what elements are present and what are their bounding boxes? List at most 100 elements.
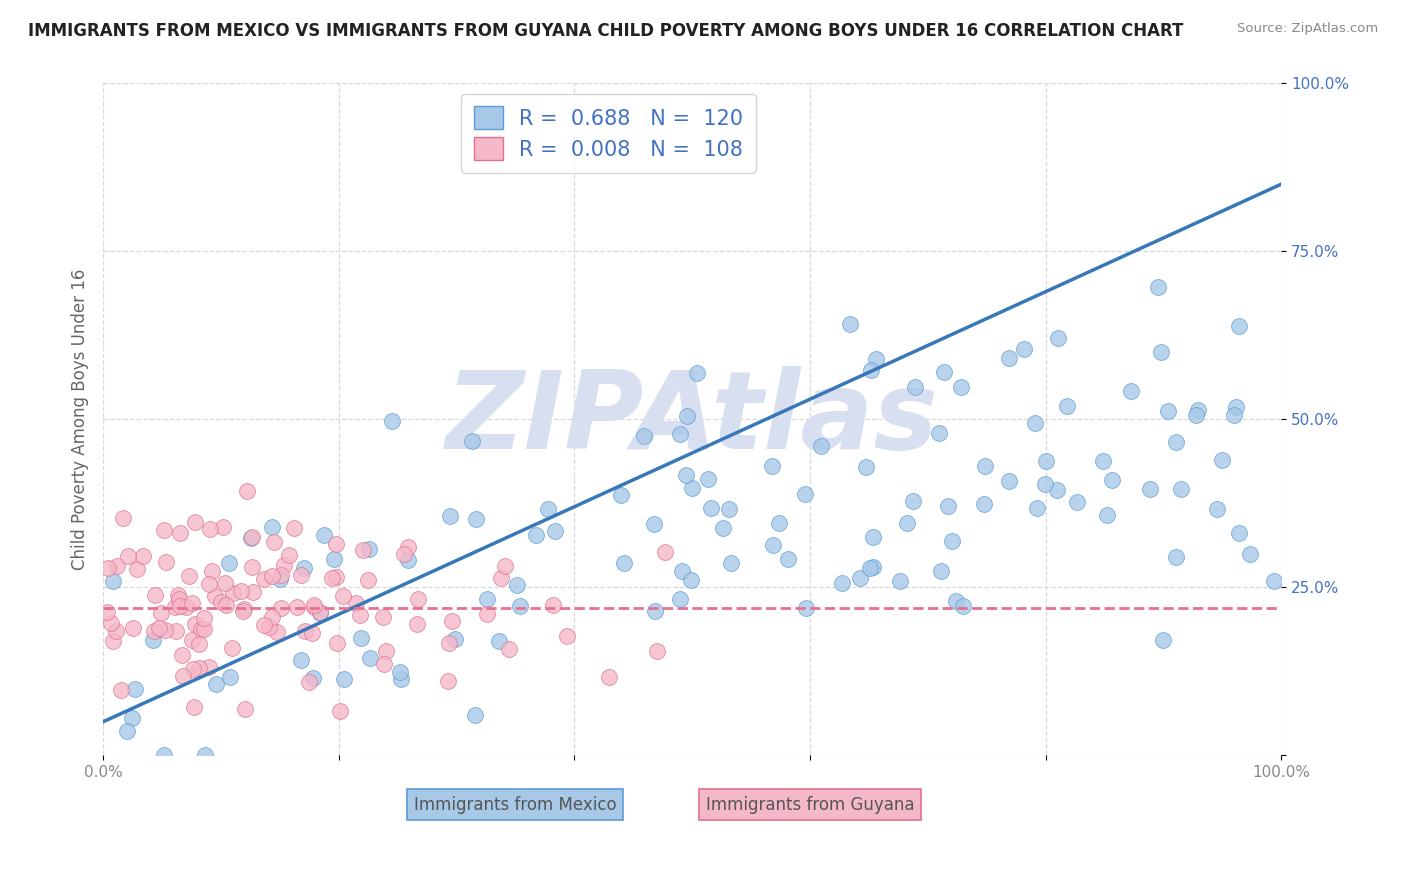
Point: [253, 618, 276, 632]
Point: [222, 585, 245, 599]
Point: [643, 517, 665, 532]
Point: [831, 575, 853, 590]
Point: [266, 624, 288, 639]
Point: [679, 574, 702, 588]
Point: [1146, 280, 1168, 294]
Point: [406, 591, 429, 606]
Point: [494, 558, 516, 573]
Point: [242, 585, 264, 599]
Point: [232, 604, 254, 618]
Point: [169, 599, 191, 613]
Point: [862, 560, 884, 574]
Point: [396, 553, 419, 567]
Point: [328, 704, 350, 718]
Point: [810, 440, 832, 454]
Point: [849, 571, 872, 585]
Point: [294, 624, 316, 639]
Text: IMMIGRANTS FROM MEXICO VS IMMIGRANTS FROM GUYANA CHILD POVERTY AMONG BOYS UNDER : IMMIGRANTS FROM MEXICO VS IMMIGRANTS FRO…: [28, 22, 1184, 40]
Legend: R =  0.688   N =  120, R =  0.008   N =  108: R = 0.688 N = 120, R = 0.008 N = 108: [461, 94, 756, 173]
Point: [100, 615, 122, 630]
Point: [644, 604, 666, 618]
Point: [941, 534, 963, 549]
Point: [124, 682, 146, 697]
Point: [1150, 345, 1173, 359]
Point: [148, 621, 170, 635]
Point: [1091, 454, 1114, 468]
Point: [333, 672, 356, 686]
Point: [240, 530, 263, 544]
Point: [1166, 550, 1188, 565]
Point: [308, 606, 330, 620]
Point: [461, 434, 484, 448]
Point: [1139, 482, 1161, 496]
Point: [183, 700, 205, 714]
Point: [221, 640, 243, 655]
Point: [302, 671, 325, 685]
Point: [325, 570, 347, 584]
Point: [176, 600, 198, 615]
Point: [97, 561, 120, 575]
Point: [555, 629, 578, 643]
Point: [180, 632, 202, 647]
Point: [1157, 404, 1180, 418]
Point: [681, 481, 703, 495]
Point: [325, 536, 347, 550]
Point: [180, 597, 202, 611]
Point: [214, 598, 236, 612]
Point: [269, 572, 291, 586]
Point: [1024, 416, 1046, 430]
Point: [669, 592, 692, 607]
Point: [865, 351, 887, 366]
Point: [1035, 454, 1057, 468]
Point: [541, 598, 564, 612]
Point: [374, 644, 396, 658]
Point: [190, 623, 212, 637]
Point: [273, 558, 295, 573]
Point: [1066, 495, 1088, 509]
Point: [260, 519, 283, 533]
Point: [439, 508, 461, 523]
Point: [904, 380, 927, 394]
Text: Immigrants from Guyana: Immigrants from Guyana: [706, 796, 914, 814]
Point: [405, 616, 427, 631]
Point: [298, 674, 321, 689]
Point: [859, 561, 882, 575]
Point: [198, 577, 221, 591]
Point: [187, 661, 209, 675]
Point: [610, 488, 633, 502]
Point: [444, 632, 467, 646]
Point: [950, 380, 973, 394]
Point: [153, 748, 176, 763]
Point: [1012, 342, 1035, 356]
Point: [1097, 508, 1119, 523]
Point: [675, 409, 697, 423]
Point: [172, 669, 194, 683]
Point: [181, 662, 204, 676]
Point: [212, 520, 235, 534]
Point: [357, 573, 380, 587]
Point: [232, 601, 254, 615]
Point: [862, 530, 884, 544]
Point: [392, 547, 415, 561]
Point: [301, 625, 323, 640]
Point: [344, 596, 367, 610]
Point: [285, 600, 308, 615]
Point: [901, 494, 924, 508]
Point: [371, 610, 394, 624]
Point: [167, 592, 190, 607]
Point: [143, 588, 166, 602]
Point: [198, 522, 221, 536]
Point: [671, 564, 693, 578]
Point: [762, 538, 785, 552]
Point: [177, 569, 200, 583]
Point: [1185, 408, 1208, 422]
Point: [1229, 318, 1251, 333]
Point: [1227, 525, 1250, 540]
Point: [936, 499, 959, 513]
Text: Immigrants from Mexico: Immigrants from Mexico: [415, 796, 617, 814]
Point: [896, 516, 918, 531]
Point: [96, 606, 118, 620]
Point: [437, 674, 460, 689]
Point: [778, 551, 800, 566]
Point: [945, 594, 967, 608]
